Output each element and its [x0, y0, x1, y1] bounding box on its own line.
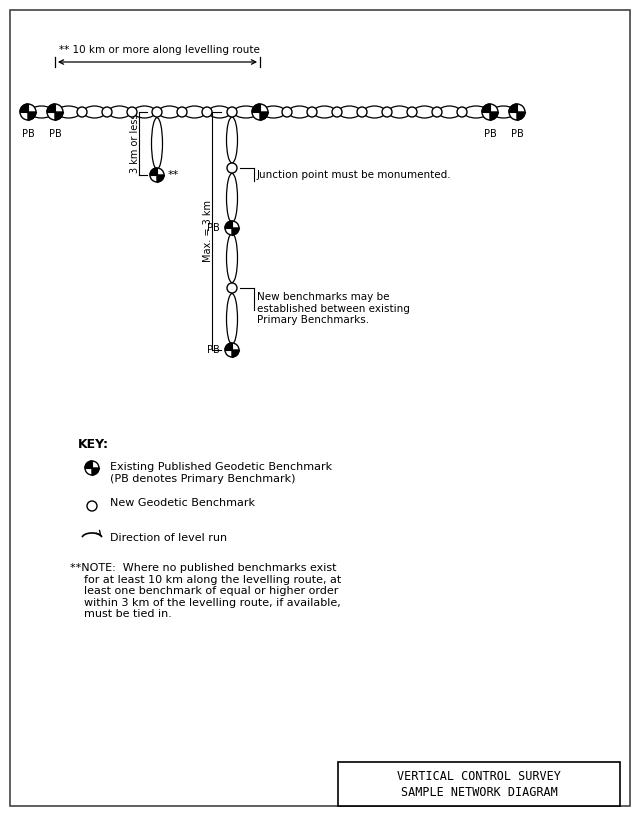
- Polygon shape: [157, 175, 164, 182]
- Circle shape: [332, 107, 342, 117]
- Polygon shape: [225, 343, 232, 350]
- Text: Existing Published Geodetic Benchmark
(PB denotes Primary Benchmark): Existing Published Geodetic Benchmark (P…: [110, 462, 332, 484]
- Polygon shape: [482, 104, 490, 112]
- Circle shape: [77, 107, 87, 117]
- Polygon shape: [55, 112, 63, 120]
- Polygon shape: [28, 112, 36, 120]
- Polygon shape: [47, 104, 55, 112]
- Text: **NOTE:  Where no published benchmarks exist
    for at least 10 km along the le: **NOTE: Where no published benchmarks ex…: [70, 563, 341, 619]
- Circle shape: [47, 104, 63, 120]
- Text: Junction point must be monumented.: Junction point must be monumented.: [257, 170, 452, 180]
- Circle shape: [177, 107, 187, 117]
- Circle shape: [127, 107, 137, 117]
- Polygon shape: [252, 104, 260, 112]
- Circle shape: [20, 104, 36, 120]
- Polygon shape: [232, 350, 239, 357]
- Circle shape: [252, 104, 268, 120]
- Circle shape: [225, 343, 239, 357]
- Text: **: **: [168, 170, 179, 180]
- Text: New benchmarks may be
established between existing
Primary Benchmarks.: New benchmarks may be established betwee…: [257, 292, 410, 326]
- Circle shape: [307, 107, 317, 117]
- Polygon shape: [490, 112, 498, 120]
- Circle shape: [85, 461, 99, 475]
- Text: PB: PB: [207, 223, 220, 233]
- Polygon shape: [85, 461, 92, 468]
- Text: KEY:: KEY:: [78, 438, 109, 451]
- Polygon shape: [260, 112, 268, 120]
- Circle shape: [87, 501, 97, 511]
- Text: SAMPLE NETWORK DIAGRAM: SAMPLE NETWORK DIAGRAM: [401, 787, 557, 800]
- Text: Direction of level run: Direction of level run: [110, 533, 227, 543]
- Circle shape: [225, 221, 239, 235]
- Circle shape: [227, 283, 237, 293]
- Text: PB: PB: [49, 129, 61, 139]
- Text: 3 km or less: 3 km or less: [130, 113, 140, 173]
- Text: PB: PB: [484, 129, 497, 139]
- Circle shape: [227, 107, 237, 117]
- Text: ** 10 km or more along levelling route: ** 10 km or more along levelling route: [59, 45, 260, 55]
- Circle shape: [282, 107, 292, 117]
- Circle shape: [150, 168, 164, 182]
- Polygon shape: [225, 221, 232, 228]
- Polygon shape: [150, 168, 157, 175]
- Circle shape: [457, 107, 467, 117]
- Text: PB: PB: [511, 129, 524, 139]
- Circle shape: [357, 107, 367, 117]
- Circle shape: [152, 107, 162, 117]
- Circle shape: [482, 104, 498, 120]
- Circle shape: [432, 107, 442, 117]
- Circle shape: [382, 107, 392, 117]
- Polygon shape: [20, 104, 28, 112]
- Polygon shape: [509, 104, 517, 112]
- Circle shape: [227, 163, 237, 173]
- Text: Max. = 3 km: Max. = 3 km: [203, 200, 213, 262]
- Text: VERTICAL CONTROL SURVEY: VERTICAL CONTROL SURVEY: [397, 769, 561, 783]
- Text: PB: PB: [207, 345, 220, 355]
- Circle shape: [407, 107, 417, 117]
- Polygon shape: [92, 468, 99, 475]
- Polygon shape: [232, 228, 239, 235]
- Text: PB: PB: [22, 129, 35, 139]
- Circle shape: [102, 107, 112, 117]
- Polygon shape: [517, 112, 525, 120]
- Circle shape: [202, 107, 212, 117]
- Bar: [338, 762, 620, 806]
- Circle shape: [509, 104, 525, 120]
- Text: New Geodetic Benchmark: New Geodetic Benchmark: [110, 498, 255, 508]
